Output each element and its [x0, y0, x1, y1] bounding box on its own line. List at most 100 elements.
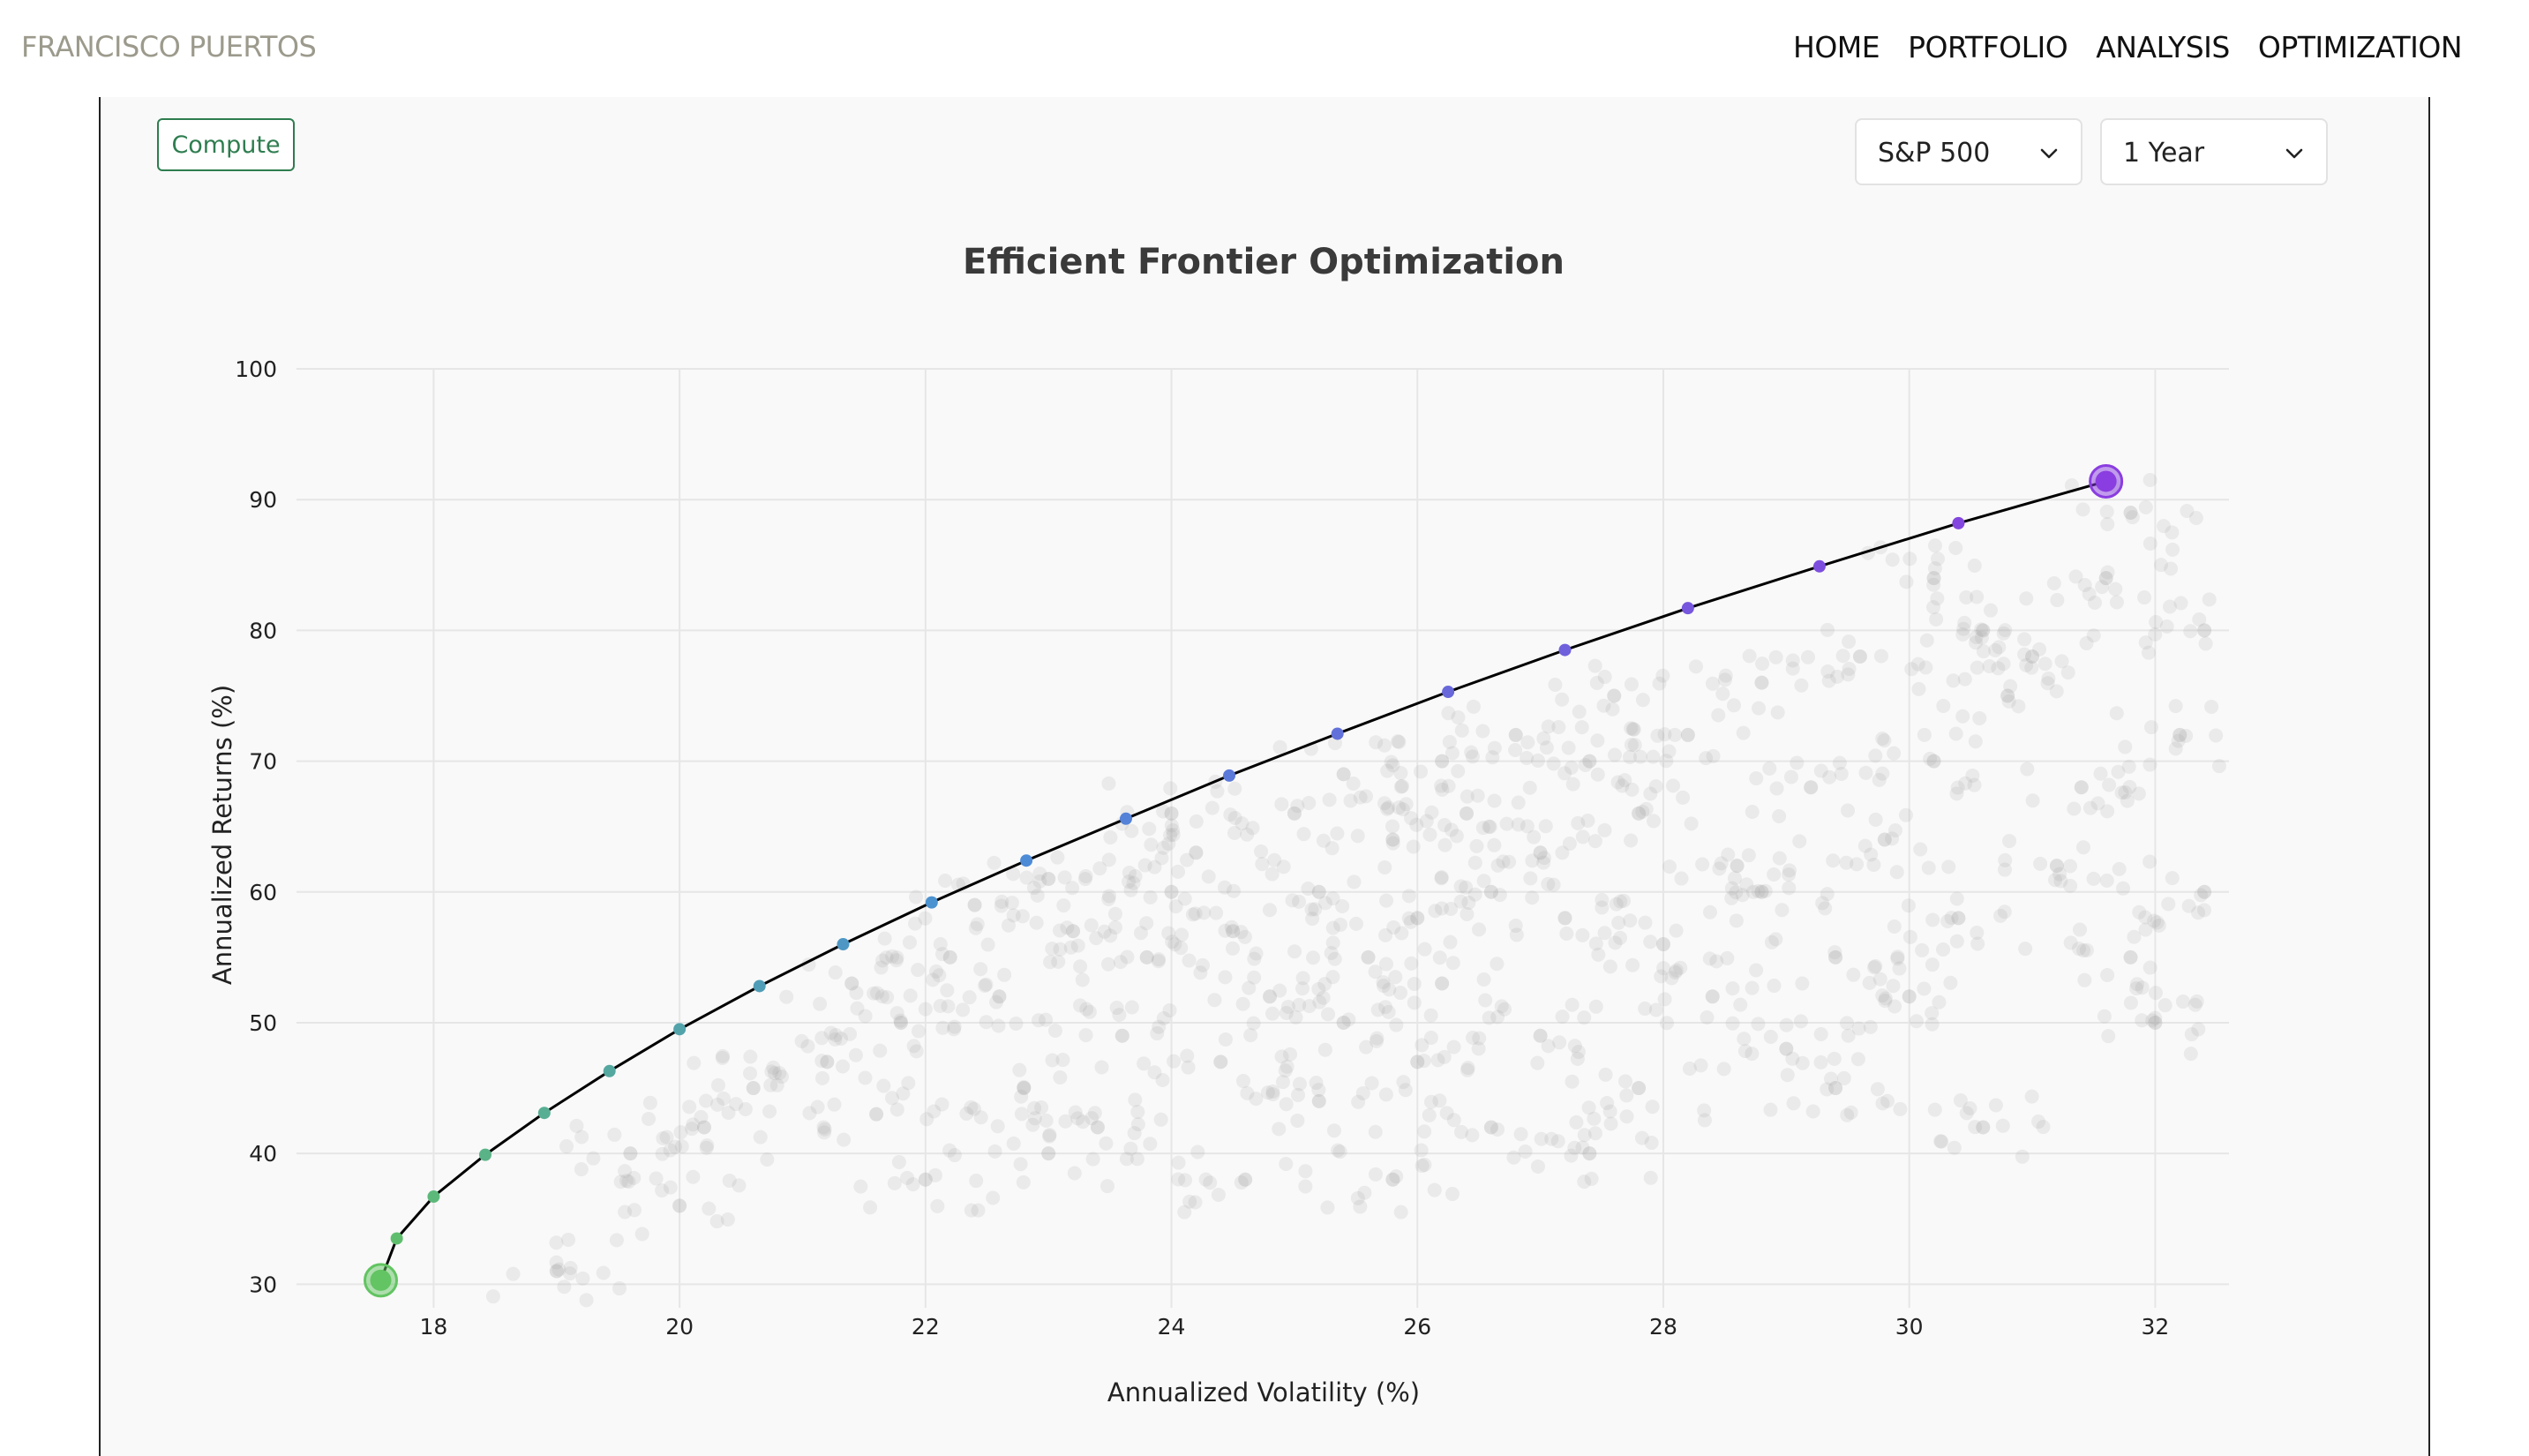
portfolio-point [1835, 649, 1850, 664]
portfolio-point [987, 1144, 1002, 1159]
efficient-frontier-chart[interactable]: Efficient Frontier Optimization 18 20 22 24… [0, 0, 2529, 1422]
frontier-point[interactable] [478, 1148, 492, 1161]
frontier-point[interactable] [1558, 643, 1572, 657]
portfolio-point [1174, 927, 1189, 942]
frontier-point[interactable] [603, 1064, 616, 1077]
portfolio-point [1053, 1069, 1068, 1084]
portfolio-point [1779, 1041, 1794, 1056]
portfolio-point [1725, 981, 1740, 996]
portfolio-point [1461, 895, 1476, 910]
brand-logo-text[interactable]: FRANCISCO PUERTOS [21, 30, 317, 64]
frontier-point[interactable] [1331, 727, 1344, 740]
portfolio-point [2141, 645, 2156, 660]
frontier-point[interactable] [427, 1190, 440, 1204]
nav-home[interactable]: HOME [1793, 30, 1880, 64]
portfolio-point [642, 1111, 657, 1126]
frontier-point[interactable] [1812, 559, 1826, 573]
portfolio-point [1974, 630, 1989, 645]
portfolio-point [1171, 864, 1186, 879]
portfolio-point [1070, 1111, 1085, 1126]
main-nav: HOME PORTFOLIO ANALYSIS OPTIMIZATION [1793, 30, 2463, 64]
portfolio-point [1234, 925, 1249, 940]
portfolio-point [991, 1018, 1006, 1033]
portfolio-point [1355, 1085, 1370, 1100]
portfolio-point [820, 1054, 835, 1069]
portfolio-point [1107, 920, 1122, 935]
portfolio-point [1925, 1006, 1940, 1021]
period-select[interactable]: 1 Year [2100, 118, 2328, 185]
frontier-point[interactable] [753, 979, 766, 993]
portfolio-point [869, 1107, 884, 1122]
portfolio-point [1878, 994, 1893, 1009]
portfolio-point [827, 1097, 842, 1112]
portfolio-point [1472, 1031, 1487, 1046]
portfolio-point [1612, 930, 1627, 945]
portfolio-point [1304, 902, 1319, 917]
nav-portfolio[interactable]: PORTFOLIO [1908, 30, 2068, 64]
portfolio-point [1597, 670, 1612, 685]
portfolio-point [1885, 552, 1900, 567]
portfolio-point [1581, 1100, 1596, 1115]
portfolio-point [2127, 929, 2142, 944]
portfolio-point [1051, 954, 1066, 969]
portfolio-point [1541, 719, 1556, 734]
portfolio-point [1122, 865, 1137, 880]
frontier-point[interactable] [925, 896, 938, 909]
portfolio-point [1335, 898, 1350, 913]
portfolio-point [563, 1260, 578, 1275]
portfolio-point [1053, 923, 1068, 938]
portfolio-point [621, 1175, 636, 1190]
portfolio-point [710, 1077, 725, 1092]
portfolio-point [1437, 1049, 1452, 1064]
portfolio-point [1697, 1113, 1712, 1128]
index-select[interactable]: S&P 500 [1855, 118, 2082, 185]
compute-button[interactable]: Compute [157, 118, 295, 171]
portfolio-point [1700, 1009, 1715, 1024]
portfolio-point [1567, 1039, 1582, 1054]
frontier-point[interactable] [1223, 769, 1236, 782]
portfolio-point [1223, 807, 1238, 822]
portfolio-point [1921, 860, 1936, 875]
frontier-point[interactable] [1952, 516, 1965, 529]
portfolio-point [2138, 910, 2153, 925]
portfolio-point [1014, 1089, 1029, 1104]
portfolio-point [2148, 1010, 2163, 1025]
portfolio-point [908, 916, 923, 931]
portfolio-point [932, 968, 947, 983]
frontier-point[interactable] [1442, 686, 1455, 699]
portfolio-point [1927, 561, 1942, 576]
portfolio-point [655, 1146, 670, 1161]
portfolio-point [1669, 963, 1684, 978]
nav-optimization[interactable]: OPTIMIZATION [2257, 30, 2463, 64]
portfolio-point [1868, 812, 1883, 827]
portfolio-point [1163, 781, 1178, 796]
frontier-point[interactable] [537, 1107, 551, 1120]
portfolio-point [2073, 922, 2088, 937]
frontier-point[interactable] [1119, 812, 1132, 825]
frontier-point[interactable] [1020, 854, 1033, 867]
portfolio-point [2148, 986, 2163, 1001]
frontier-point[interactable] [390, 1232, 403, 1245]
portfolio-point [1520, 735, 1535, 750]
portfolio-point [1624, 833, 1639, 848]
portfolio-point [1385, 819, 1400, 834]
nav-analysis[interactable]: ANALYSIS [2096, 30, 2230, 64]
portfolio-point [1182, 953, 1197, 968]
portfolio-point [2184, 1027, 2199, 1042]
portfolio-point [2183, 624, 2198, 639]
frontier-point[interactable] [673, 1023, 687, 1036]
portfolio-point [2075, 502, 2090, 517]
portfolio-point [2171, 733, 2186, 748]
portfolio-point [2072, 942, 2087, 957]
portfolio-point [2050, 593, 2065, 608]
portfolio-point [1949, 934, 1964, 949]
portfolio-point [1794, 678, 1809, 693]
portfolio-point [694, 1109, 709, 1124]
portfolio-point [893, 1013, 908, 1028]
frontier-point[interactable] [837, 938, 850, 951]
frontier-point[interactable] [1681, 602, 1694, 615]
portfolio-point [802, 1106, 817, 1121]
portfolio-point [1401, 889, 1416, 904]
portfolio-point [1453, 879, 1468, 894]
portfolio-point [1073, 959, 1088, 974]
